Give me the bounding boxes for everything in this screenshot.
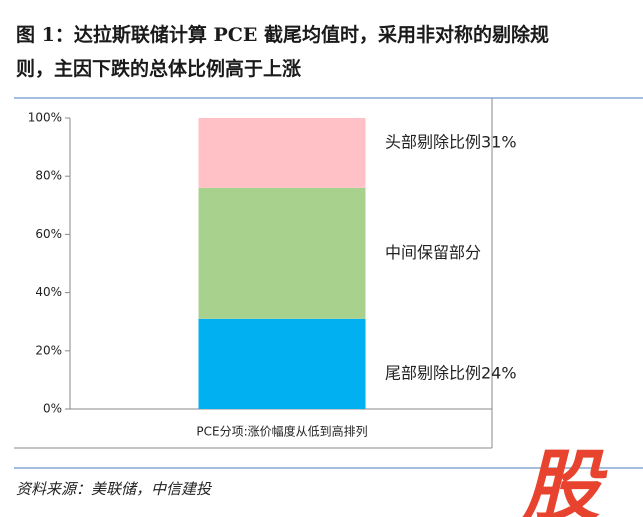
y-tick-label: 40% xyxy=(35,285,62,299)
watermark: 股 xyxy=(521,442,608,517)
segment-label: 尾部剔除比例24% xyxy=(385,363,517,382)
segment-label: 中间保留部分 xyxy=(385,243,481,262)
y-tick-label: 80% xyxy=(35,169,62,183)
y-tick-label: 20% xyxy=(35,343,62,357)
bar-segment xyxy=(198,118,366,188)
x-tick-label: PCE分项:涨价幅度从低到高排列 xyxy=(196,424,367,439)
source: 资料来源：美联储，中信建投 xyxy=(16,480,213,498)
chart-title: 则，主因下跌的总体比例高于上涨 xyxy=(16,57,301,80)
y-tick-label: 0% xyxy=(43,402,62,416)
y-tick-label: 100% xyxy=(28,111,62,125)
bar-segment xyxy=(198,318,366,409)
segment-label: 头部剔除比例31% xyxy=(385,132,517,151)
bar-segment xyxy=(198,187,366,319)
chart-title: 图 1：达拉斯联储计算 PCE 截尾均值时，采用非对称的剔除规 xyxy=(16,23,549,46)
y-tick-label: 60% xyxy=(35,227,62,241)
